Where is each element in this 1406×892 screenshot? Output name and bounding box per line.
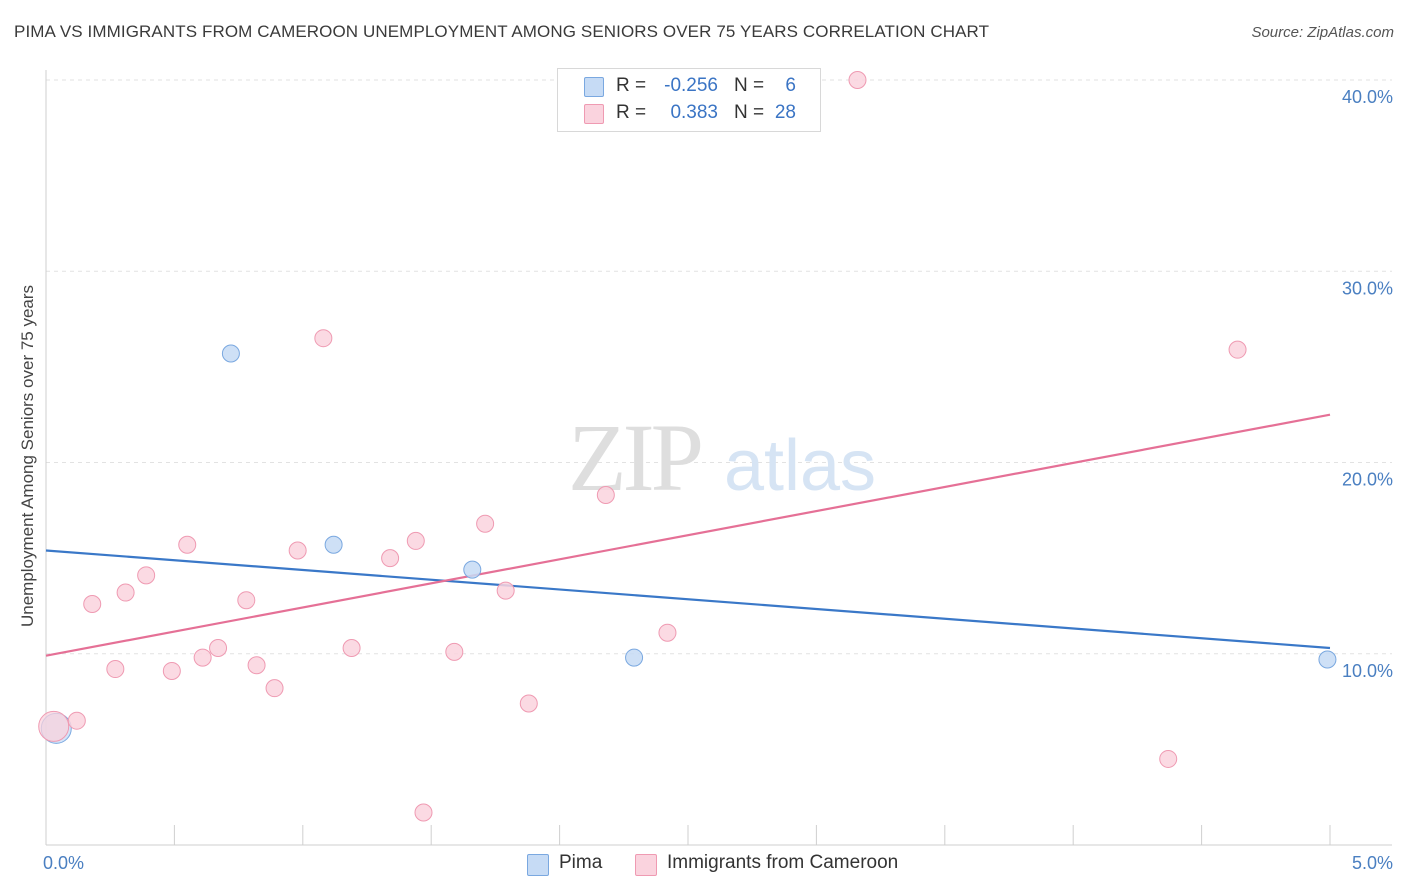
data-point-series-1 <box>38 710 70 742</box>
series-label-pima: Pima <box>559 852 603 873</box>
data-point-series-1 <box>381 549 400 568</box>
data-point-series-1 <box>519 694 538 713</box>
data-point-series-1 <box>137 566 156 585</box>
watermark-atlas: atlas <box>724 426 876 506</box>
data-point-series-1 <box>265 679 284 698</box>
data-point-series-1 <box>209 639 228 658</box>
series-swatch-pima <box>527 854 549 876</box>
data-point-series-1 <box>314 329 333 348</box>
legend-r-label: R = <box>616 102 647 123</box>
y-axis-label: Unemployment Among Seniors over 75 years <box>18 285 37 627</box>
series-label-cameroon: Immigrants from Cameroon <box>667 852 899 873</box>
y-tick-label: 40.0% <box>1342 87 1393 107</box>
legend-row-pima: R = -0.256 N = 6 <box>558 74 820 100</box>
grid-lines <box>46 79 1392 655</box>
watermark-zip: ZIP <box>568 404 701 511</box>
data-point-series-1 <box>496 581 515 600</box>
data-point-series-1 <box>658 623 677 642</box>
series-legend: Pima Immigrants from Cameroon <box>0 852 1406 878</box>
legend-r-value: 0.383 <box>670 102 718 123</box>
data-point-series-1 <box>116 583 135 602</box>
chart-title: PIMA VS IMMIGRANTS FROM CAMEROON UNEMPLO… <box>14 22 990 41</box>
series-swatch-cameroon <box>635 854 657 876</box>
data-point-series-1 <box>445 642 464 661</box>
data-point-series-1 <box>476 514 495 533</box>
legend-row-cameroon: R = 0.383 N = 28 <box>558 101 820 127</box>
x-tick-label: 5.0% <box>1352 853 1393 873</box>
legend-n-value: 6 <box>785 75 796 96</box>
x-tick-label: 0.0% <box>43 853 84 873</box>
data-point-series-1 <box>414 803 433 822</box>
legend-n-label: N = <box>734 102 765 123</box>
source-label: Source: ZipAtlas.com <box>1251 24 1394 41</box>
correlation-legend: R = -0.256 N = 6 R = 0.383 N = 28 <box>557 68 821 132</box>
data-point-series-1 <box>237 591 256 610</box>
y-tick-label: 20.0% <box>1342 470 1393 490</box>
trend-line-0 <box>45 549 1331 650</box>
trend-lines <box>45 413 1331 657</box>
legend-r-label: R = <box>616 75 647 96</box>
data-point-series-1 <box>67 711 86 730</box>
data-point-series-0 <box>324 535 343 554</box>
data-point-series-1 <box>83 595 102 614</box>
data-point-series-1 <box>247 656 266 675</box>
data-point-series-1 <box>178 535 197 554</box>
legend-r-value: -0.256 <box>664 75 718 96</box>
data-point-series-1 <box>106 660 125 679</box>
data-point-series-1 <box>193 648 212 667</box>
legend-n-value: 28 <box>774 102 796 123</box>
data-point-series-1 <box>342 639 361 658</box>
trend-line-1 <box>45 413 1331 657</box>
data-points <box>38 71 1337 822</box>
y-tick-label: 10.0% <box>1342 661 1393 681</box>
data-point-series-1 <box>1159 749 1178 768</box>
data-point-series-1 <box>848 71 867 89</box>
legend-swatch-pima <box>584 77 604 97</box>
data-point-series-1 <box>596 486 615 505</box>
axes <box>45 70 1392 846</box>
data-point-series-0 <box>1318 650 1337 669</box>
data-point-series-0 <box>463 560 482 579</box>
data-point-series-0 <box>221 344 240 363</box>
data-point-series-1 <box>288 541 307 560</box>
y-tick-label: 30.0% <box>1342 278 1393 298</box>
data-point-series-1 <box>406 531 425 550</box>
data-point-series-1 <box>162 661 181 680</box>
tick-labels: 10.0% 20.0% 30.0% 40.0% 0.0% 5.0% <box>43 87 1393 873</box>
watermark: ZIP atlas <box>568 404 876 511</box>
legend-swatch-cameroon <box>584 104 604 124</box>
data-point-series-0 <box>625 648 644 667</box>
legend-n-label: N = <box>734 75 765 96</box>
data-point-series-1 <box>1228 340 1247 359</box>
